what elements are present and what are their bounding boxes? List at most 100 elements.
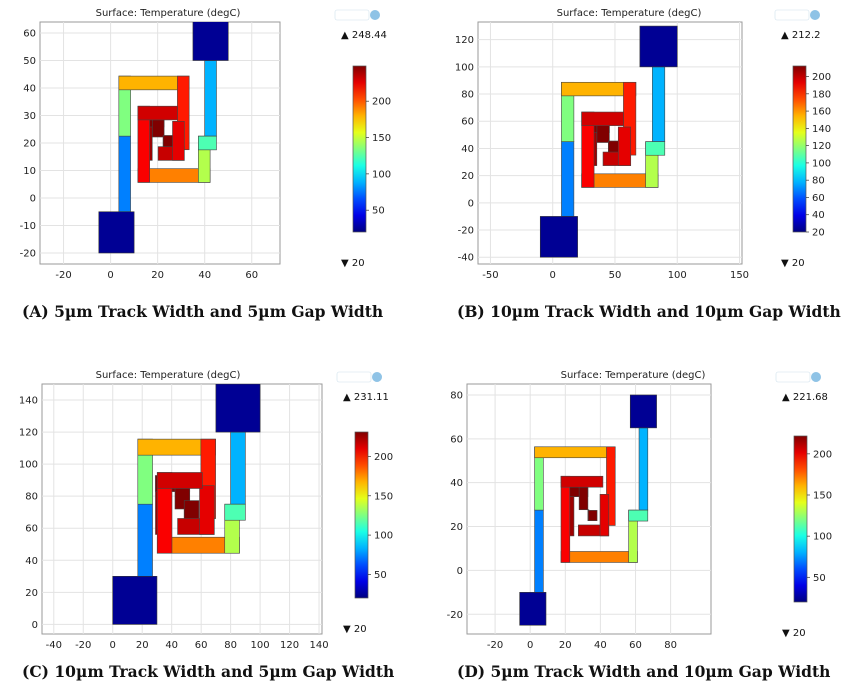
contact-pad-upper	[629, 394, 657, 429]
x-tick-label: 150	[730, 270, 749, 281]
colorbar-tick-label: 120	[812, 141, 831, 152]
colorbar-tick-label: 200	[374, 452, 393, 463]
y-tick-label: 10	[23, 166, 36, 177]
heater-device	[539, 25, 678, 258]
colorbar-tick-label: 100	[813, 532, 832, 543]
colorbar-tick-label: 200	[372, 97, 391, 108]
colorbar	[352, 65, 367, 233]
colorbar-tick-label: 50	[374, 570, 387, 581]
y-tick-label: 60	[461, 117, 474, 128]
min-label: ▼ 20	[341, 258, 365, 269]
x-tick-label: 0	[550, 270, 556, 281]
contact-pad-lower	[519, 592, 547, 626]
y-tick-label: 100	[19, 460, 38, 471]
chart-title: Surface: Temperature (degC)	[96, 8, 241, 19]
x-tick-label: 20	[136, 640, 149, 651]
y-tick-label: -40	[458, 253, 474, 264]
comsol-logo	[336, 371, 382, 383]
chart-title: Surface: Temperature (degC)	[96, 370, 241, 381]
colorbar-tick-label: 160	[812, 107, 831, 118]
logo-cube-icon	[810, 10, 820, 20]
y-tick-label: 80	[450, 390, 463, 401]
y-tick-label: 40	[450, 478, 463, 489]
colorbar-tick-label: 200	[813, 449, 832, 460]
device-track-segment	[199, 485, 215, 535]
device-track-segment	[198, 135, 217, 151]
y-tick-label: 120	[19, 428, 38, 439]
colorbar-tick-label: 20	[812, 228, 825, 239]
x-tick-label: -20	[487, 640, 503, 651]
plot-area	[466, 383, 712, 635]
x-tick-label: 80	[224, 640, 237, 651]
logo-cube-icon	[811, 372, 821, 382]
device-track-segment	[118, 135, 131, 213]
x-tick-label: 20	[151, 270, 164, 281]
x-tick-label: -20	[75, 640, 91, 651]
x-tick-label: -40	[46, 640, 62, 651]
chart-b-svg: Surface: Temperature (degC) -50 0 50 100 150 -…	[455, 8, 831, 281]
x-tick-label: 40	[165, 640, 178, 651]
caption-d: (D) 5µm Track Width and 10µm Gap Width	[457, 662, 831, 681]
x-tick-label: 100	[251, 640, 270, 651]
colorbar-tick-label: 180	[812, 89, 831, 100]
x-tick-label: 0	[107, 270, 113, 281]
colorbar-tick-label: 60	[812, 193, 825, 204]
comsol-logo	[775, 371, 821, 383]
device-track-segment	[137, 105, 178, 121]
y-tick-label: 140	[19, 396, 38, 407]
heater-device	[519, 394, 657, 626]
device-track-segment	[652, 66, 666, 142]
colorbar-tick-label: 140	[812, 124, 831, 135]
chart-title: Surface: Temperature (degC)	[557, 8, 702, 19]
x-tick-label: 60	[195, 640, 208, 651]
device-track-segment	[156, 472, 203, 489]
panel-c: Surface: Temperature (degC) -40 -20 0 20 40 60…	[0, 362, 431, 656]
device-track-segment	[578, 485, 589, 511]
y-tick-label: 60	[23, 29, 36, 40]
y-tick-label: 100	[455, 62, 474, 73]
y-tick-label: 20	[450, 522, 463, 533]
x-tick-label: -20	[55, 270, 71, 281]
device-track-segment	[617, 126, 632, 166]
chart-title: Surface: Temperature (degC)	[561, 370, 706, 381]
max-label: ▲ 221.68	[782, 392, 828, 403]
contact-pad-upper	[192, 22, 229, 61]
panel-a: Surface: Temperature (degC) -20 0 20 40 60 -20…	[0, 0, 431, 294]
device-track-segment	[534, 446, 616, 459]
y-tick-label: -20	[458, 226, 474, 237]
y-tick-label: -10	[20, 221, 36, 232]
chart-c-svg: Surface: Temperature (degC) -40 -20 0 20 40 60…	[19, 370, 393, 651]
y-tick-label: -20	[20, 249, 36, 260]
contact-pad-upper	[215, 384, 261, 433]
x-tick-label: 60	[245, 270, 258, 281]
x-tick-label: 0	[527, 640, 533, 651]
x-tick-label: 0	[110, 640, 116, 651]
colorbar	[354, 431, 369, 599]
panel-b: Surface: Temperature (degC) -50 0 50 100 150 -…	[431, 0, 862, 294]
contact-pad-upper	[639, 25, 678, 68]
x-tick-label: 60	[629, 640, 642, 651]
max-label: ▲ 212.2	[781, 30, 821, 41]
device-track-segment	[560, 551, 638, 563]
caption-a: (A) 5µm Track Width and 5µm Gap Width	[22, 302, 384, 321]
colorbar-tick-label: 200	[812, 72, 831, 83]
colorbar	[793, 435, 808, 603]
heater-device	[112, 384, 261, 625]
device-track-segment	[224, 503, 246, 521]
contact-pad-lower	[98, 211, 135, 254]
max-label: ▲ 231.11	[343, 392, 389, 403]
y-tick-label: 20	[23, 139, 36, 150]
panel-d: Surface: Temperature (degC) -20 0 20 40 60 80 -…	[431, 362, 862, 656]
chart-d-svg: Surface: Temperature (degC) -20 0 20 40 60 80 -…	[447, 370, 832, 651]
x-tick-label: 40	[198, 270, 211, 281]
y-tick-label: 0	[32, 620, 38, 631]
x-tick-label: 20	[559, 640, 572, 651]
device-track-segment	[172, 121, 185, 161]
y-tick-label: 50	[23, 56, 36, 67]
y-tick-label: 120	[455, 35, 474, 46]
device-track-segment	[204, 60, 217, 137]
y-tick-label: 0	[468, 198, 474, 209]
device-track-segment	[230, 431, 246, 505]
x-tick-label: -50	[482, 270, 498, 281]
y-tick-label: 30	[23, 111, 36, 122]
